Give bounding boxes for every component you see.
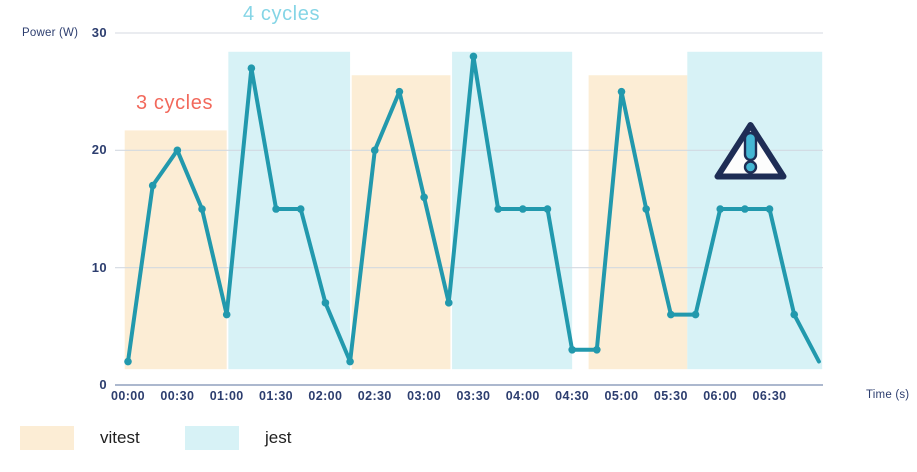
data-point-marker [395, 87, 404, 96]
gridlines [115, 32, 823, 386]
y-tick-label: 30 [91, 25, 107, 40]
data-point-marker [370, 146, 379, 155]
data-point-marker [741, 205, 749, 213]
y-tick-label: 20 [91, 142, 107, 158]
legend: vitest jest [0, 425, 917, 455]
data-point-marker [790, 310, 799, 319]
x-tick-label: 01:30 [259, 389, 294, 403]
data-point-marker [716, 205, 724, 213]
y-tick-label: 10 [91, 259, 107, 275]
legend-label-jest: jest [265, 428, 292, 447]
data-point-marker [420, 193, 428, 202]
annotation-3-cycles: 3 cycles [136, 92, 214, 114]
data-point-marker [691, 310, 700, 319]
x-tick-label: 02:30 [357, 389, 392, 403]
power-chart [115, 32, 823, 386]
data-point-marker [198, 205, 206, 213]
annotation-4-cycles: 4 cycles [243, 3, 321, 25]
data-point-marker [272, 205, 280, 213]
legend-swatch-jest [185, 426, 239, 450]
data-point-marker [617, 87, 626, 96]
data-point-marker [148, 181, 157, 190]
warning-icon [714, 122, 787, 180]
data-point-marker [222, 310, 231, 319]
data-point-marker [593, 346, 601, 354]
x-tick-label: 06:00 [703, 389, 738, 403]
power-line-series [124, 52, 821, 366]
x-tick-label: 00:30 [160, 389, 195, 403]
data-point-marker [321, 299, 330, 307]
data-point-marker [469, 52, 478, 61]
data-point-marker [346, 357, 354, 366]
y-axis-title: Power (W) [22, 27, 79, 39]
data-point-marker [296, 205, 305, 213]
data-point-marker [568, 346, 576, 354]
x-tick-label: 03:30 [456, 389, 491, 403]
x-tick-label: 00:00 [111, 389, 145, 403]
data-point-marker [642, 205, 650, 213]
data-point-marker [519, 205, 527, 213]
vitest-band [588, 75, 688, 370]
legend-swatch-vitest [20, 426, 74, 450]
x-tick-label: 04:30 [555, 389, 590, 403]
x-tick-label: 04:00 [505, 389, 540, 403]
x-tick-label: 06:30 [752, 389, 787, 403]
warning-exclamation-bar [743, 131, 758, 162]
data-point-marker [444, 299, 453, 307]
x-axis-title: Time (s) [866, 389, 910, 401]
x-tick-label: 05:30 [653, 389, 688, 403]
data-point-marker [173, 146, 182, 155]
data-point-marker [667, 310, 675, 319]
x-tick-label: 01:00 [209, 389, 244, 403]
data-point-marker [124, 357, 132, 366]
data-point-marker [247, 64, 256, 73]
warning-exclamation-dot [743, 160, 758, 174]
x-tick-label: 03:00 [407, 389, 442, 403]
data-point-marker [543, 205, 552, 213]
x-tick-label: 02:00 [308, 389, 343, 403]
data-point-marker [494, 205, 502, 213]
legend-label-vitest: vitest [100, 428, 140, 447]
x-tick-label: 05:00 [604, 389, 639, 403]
data-point-marker [765, 205, 774, 213]
y-tick-label: 0 [99, 377, 107, 392]
